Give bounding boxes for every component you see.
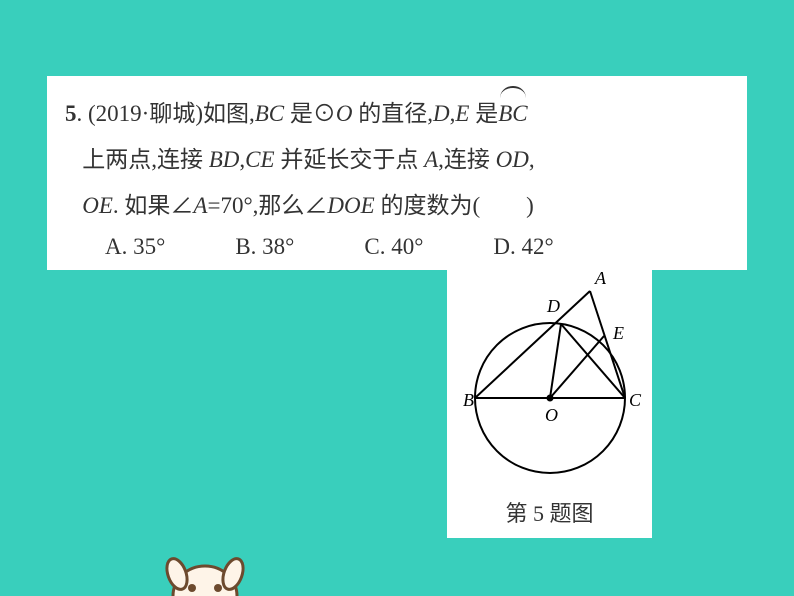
- var-o: O: [336, 101, 353, 126]
- text: 并延长交于点: [275, 147, 425, 172]
- var-bc: BC: [255, 101, 284, 126]
- label-c: C: [629, 390, 642, 410]
- question-text: 5. (2019·聊城)如图,BC 是⊙O 的直径,D,E 是BC 上两点,连接…: [65, 91, 729, 229]
- geometry-figure: A B C D E O: [455, 268, 645, 493]
- label-o: O: [545, 405, 558, 425]
- line-bd-a: [475, 291, 590, 398]
- var-arc-bc: BC: [498, 101, 527, 126]
- label-a: A: [594, 268, 607, 288]
- var-bd: BD: [209, 147, 240, 172]
- text: ,连接: [438, 147, 496, 172]
- figure-panel: A B C D E O 第 5 题图: [447, 263, 652, 538]
- arc-bc: BC: [498, 91, 527, 137]
- text: 的直径,: [353, 101, 434, 126]
- line-ce-a: [590, 291, 625, 398]
- text: ,: [529, 147, 535, 172]
- text: 是: [469, 101, 498, 126]
- option-d: D. 42°: [493, 234, 553, 260]
- figure-caption: 第 5 题图: [505, 496, 593, 528]
- text: 的度数为( ): [375, 193, 534, 218]
- var-e: E: [455, 101, 469, 126]
- answer-options: A. 35° B. 38° C. 40° D. 42°: [65, 234, 729, 260]
- var-a: A: [424, 147, 438, 172]
- text: 是⊙: [284, 101, 336, 126]
- option-c: C. 40°: [364, 234, 423, 260]
- var-a2: A: [193, 193, 207, 218]
- label-e: E: [612, 323, 624, 343]
- var-ce: CE: [245, 147, 274, 172]
- question-number: 5: [65, 101, 77, 126]
- question-source: (2019·聊城): [88, 101, 203, 126]
- option-a: A. 35°: [105, 234, 165, 260]
- label-b: B: [463, 390, 474, 410]
- label-d: D: [546, 296, 560, 316]
- corner-decoration-icon: [155, 546, 255, 596]
- text: 上两点,连接: [82, 147, 209, 172]
- question-panel: 5. (2019·聊城)如图,BC 是⊙O 的直径,D,E 是BC 上两点,连接…: [47, 76, 747, 270]
- var-oe: OE: [82, 193, 113, 218]
- var-doe: DOE: [327, 193, 374, 218]
- var-od: OD: [496, 147, 529, 172]
- option-b: B. 38°: [235, 234, 294, 260]
- center-dot: [546, 395, 553, 402]
- var-d: D: [433, 101, 450, 126]
- text: 如图,: [203, 101, 255, 126]
- text: . 如果∠: [113, 193, 194, 218]
- text: =70°,那么∠: [207, 193, 327, 218]
